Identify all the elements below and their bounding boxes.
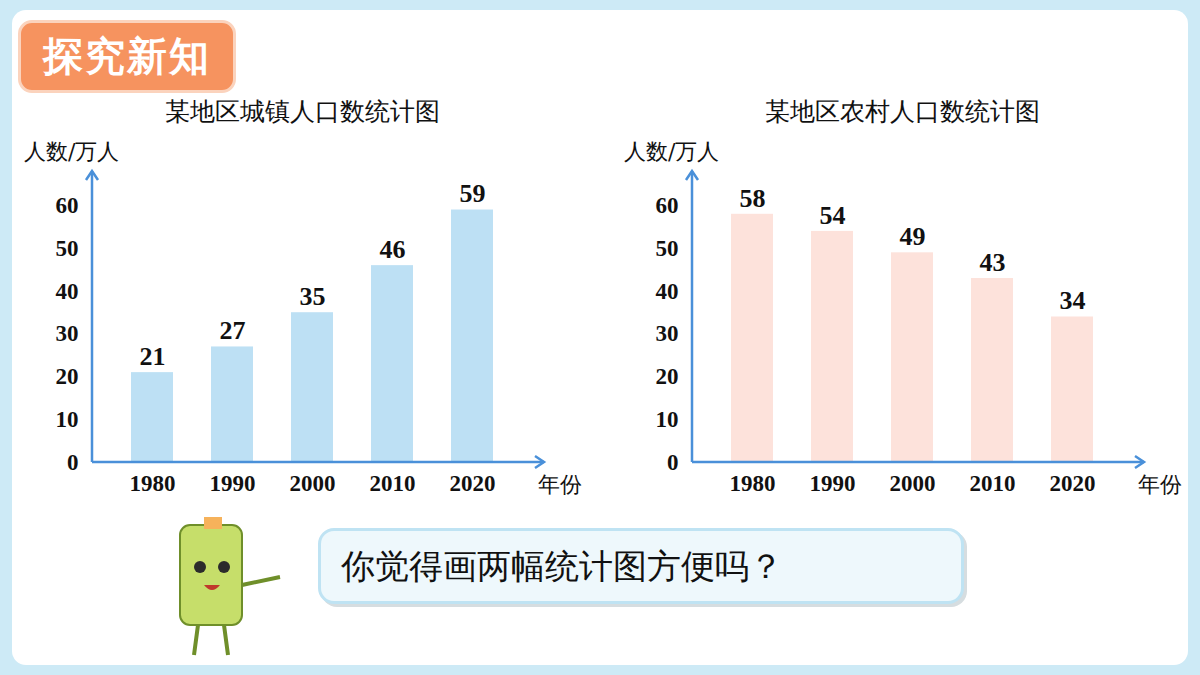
svg-text:27: 27: [220, 316, 246, 345]
svg-text:34: 34: [1060, 286, 1086, 315]
svg-text:2010: 2010: [370, 471, 416, 496]
html-text:你觉得画两幅统计图方便吗？: 你觉得画两幅统计图方便吗？: [341, 546, 783, 586]
svg-text:54: 54: [820, 201, 846, 230]
svg-text:2000: 2000: [290, 471, 336, 496]
html-text:探究新知: 探究新知: [43, 33, 211, 79]
svg-text:30: 30: [56, 321, 79, 346]
html-text:某地区农村人口数统计图: 某地区农村人口数统计图: [764, 97, 1040, 126]
svg-text:60: 60: [656, 193, 679, 218]
svg-text:2010: 2010: [970, 471, 1016, 496]
svg-text:1980: 1980: [130, 471, 176, 496]
svg-text:0: 0: [67, 450, 79, 475]
svg-text:1980: 1980: [730, 471, 776, 496]
svg-text:46: 46: [380, 235, 406, 264]
svg-text:1990: 1990: [810, 471, 856, 496]
html-text:某地区城镇人口数统计图: 某地区城镇人口数统计图: [164, 97, 440, 126]
svg-text:40: 40: [56, 279, 79, 304]
svg-text:49: 49: [900, 222, 926, 251]
html-text:年份: 年份: [1138, 472, 1182, 497]
svg-text:10: 10: [56, 407, 79, 432]
svg-text:30: 30: [656, 321, 679, 346]
svg-text:10: 10: [656, 407, 679, 432]
svg-text:43: 43: [980, 248, 1006, 277]
html-text:年份: 年份: [538, 472, 582, 497]
svg-text:60: 60: [56, 193, 79, 218]
svg-text:40: 40: [656, 279, 679, 304]
svg-text:50: 50: [56, 236, 79, 261]
html-text:人数/万人: 人数/万人: [624, 139, 720, 164]
svg-text:58: 58: [740, 184, 766, 213]
svg-text:0: 0: [667, 450, 679, 475]
svg-text:2020: 2020: [1050, 471, 1096, 496]
svg-text:20: 20: [56, 364, 79, 389]
svg-text:2000: 2000: [890, 471, 936, 496]
svg-text:20: 20: [656, 364, 679, 389]
svg-text:59: 59: [460, 179, 486, 208]
svg-text:50: 50: [656, 236, 679, 261]
svg-text:2020: 2020: [450, 471, 496, 496]
html-text:人数/万人: 人数/万人: [24, 139, 120, 164]
svg-text:35: 35: [300, 282, 326, 311]
svg-text:21: 21: [140, 342, 166, 371]
svg-text:1990: 1990: [210, 471, 256, 496]
